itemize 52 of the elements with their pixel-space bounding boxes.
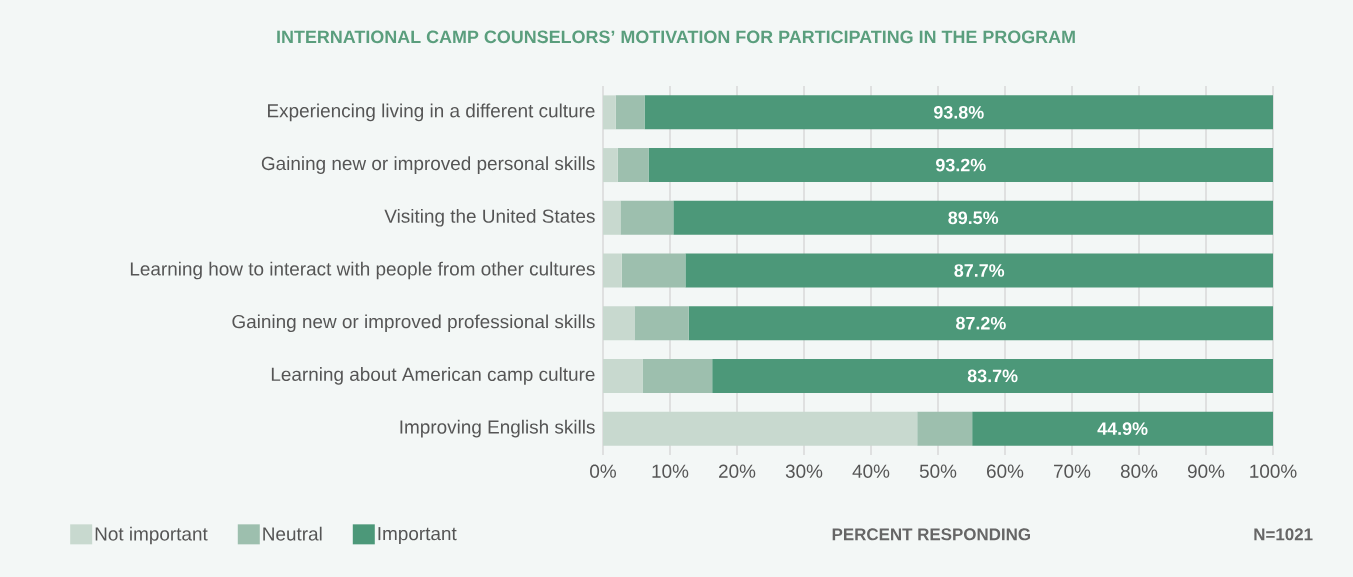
bar <box>603 306 635 341</box>
bar <box>621 253 686 288</box>
y-tick-label: Learning about American camp culture <box>271 367 595 385</box>
y-tick-label: Experiencing living in a different culture <box>268 103 595 122</box>
x-tick-label: 80% <box>1120 464 1158 478</box>
y-tick-label: Gaining new or improved professional skills <box>232 314 595 333</box>
data-label: 93.8% <box>933 105 984 119</box>
bar <box>712 358 1274 393</box>
bar <box>603 253 622 288</box>
bar <box>603 95 616 130</box>
data-label: 87.7% <box>954 264 1005 277</box>
y-tick-label: Learning how to interact with people from other cultures <box>130 261 595 280</box>
bar <box>603 411 918 446</box>
x-tick-label: 40% <box>852 464 890 478</box>
y-tick-label: Gaining new or improved personal skills <box>261 156 595 174</box>
bar <box>648 148 1274 183</box>
x-tick-label: 30% <box>785 464 823 478</box>
bar <box>688 306 1274 341</box>
y-tick-label: Visiting the United States <box>384 208 595 227</box>
bar <box>603 148 618 183</box>
x-tick-label: 50% <box>919 464 957 478</box>
bar <box>644 95 1274 130</box>
data-label: 89.5% <box>948 211 999 225</box>
x-tick-label: 60% <box>987 464 1024 478</box>
data-label: 87.2% <box>956 316 1006 330</box>
bar <box>673 200 1274 235</box>
bar <box>642 358 713 393</box>
bar <box>972 411 1274 446</box>
legend-label: Neutral <box>263 526 322 541</box>
x-tick-label: 20% <box>719 464 756 478</box>
x-axis-title: PERCENT RESPONDING <box>832 528 1030 541</box>
bar <box>685 253 1274 288</box>
bar <box>917 411 973 446</box>
bar <box>617 148 649 183</box>
data-label: 83.7% <box>967 369 1018 383</box>
y-tick-label: Improving English skills <box>400 419 595 438</box>
legend-label: Not important <box>95 526 208 545</box>
bar <box>603 358 643 393</box>
bar <box>634 306 689 341</box>
x-tick-label: 100% <box>1250 464 1297 478</box>
data-label: 44.9% <box>1097 422 1148 435</box>
bar <box>603 200 621 235</box>
x-tick-label: 90% <box>1187 464 1225 478</box>
legend-label: Important <box>378 527 457 545</box>
bar <box>615 95 645 130</box>
chart-title: INTERNATIONAL CAMP COUNSELORS’ MOTIVATION FOR PARTICIPATING IN THE PROGRAM <box>277 30 1075 44</box>
text: N=1021 <box>1254 528 1313 541</box>
x-tick-label: 70% <box>1054 464 1091 478</box>
data-label: 93.2% <box>935 158 986 172</box>
x-tick-label: 0% <box>590 464 616 478</box>
x-tick-label: 10% <box>652 464 689 478</box>
bar <box>620 200 674 235</box>
